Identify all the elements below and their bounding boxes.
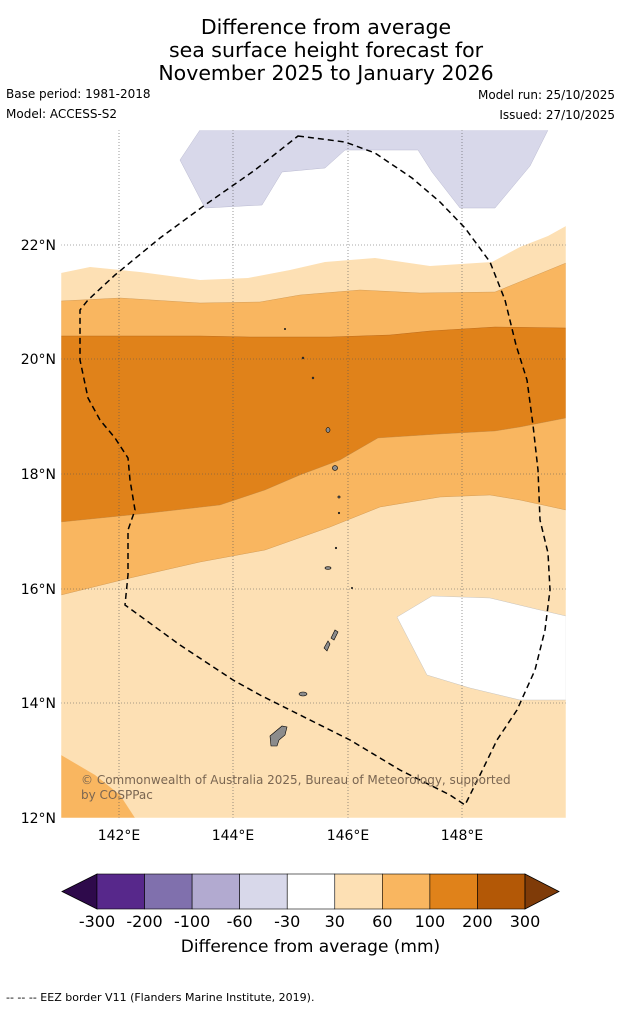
eez-footnote: -- -- -- EEZ border V11 (Flanders Marine… <box>6 991 315 1004</box>
title-line-3: November 2025 to January 2026 <box>158 61 494 85</box>
colorbar-segment <box>144 873 193 910</box>
colorbar-segment <box>477 873 526 910</box>
colorbar-label: Difference from average (mm) <box>180 937 441 957</box>
band-60-100-lower <box>61 417 566 596</box>
colorbar-segment <box>191 873 240 910</box>
island-maug <box>301 356 305 360</box>
lon-axis-labels: 142°E 144°E 146°E 148°E <box>98 828 484 844</box>
island-guam <box>269 725 288 747</box>
title-line-2: sea surface height forecast for <box>168 38 484 62</box>
eez-border <box>79 135 551 807</box>
colorbar-segment <box>382 873 431 910</box>
colorbar-tick-label: 30 <box>325 912 345 931</box>
copyright-note: © Commonwealth of Australia 2025, Bureau… <box>81 773 511 802</box>
issued-date: Issued: 27/10/2025 <box>499 108 615 122</box>
colorbar-segment <box>239 873 288 910</box>
title-line-1: Difference from average <box>200 15 452 39</box>
colorbar-segment <box>96 873 145 910</box>
copyright-line-2: by COSPPac <box>81 788 153 802</box>
colorbar-segment <box>286 873 336 910</box>
lon-label-146e: 146°E <box>327 828 370 844</box>
lat-label-16n: 16°N <box>21 582 56 598</box>
colorbar-tick-label: 300 <box>510 912 541 931</box>
lat-axis-labels: 22°N 20°N 18°N 16°N 14°N 12°N <box>21 238 56 827</box>
island-guguan <box>337 511 341 515</box>
colorbar-segment <box>429 873 478 910</box>
band-60-100-southwest <box>61 755 135 818</box>
lon-label-142e: 142°E <box>98 828 141 844</box>
island-saipan <box>330 629 339 641</box>
base-period: Base period: 1981-2018 <box>6 87 151 101</box>
band-neg30-neg60-top <box>179 130 549 209</box>
colorbar-tick-label: -100 <box>174 912 210 931</box>
map-title: Difference from average sea surface heig… <box>0 16 621 85</box>
lat-label-12n: 12°N <box>21 811 56 827</box>
colorbar-tick-label: -300 <box>79 912 115 931</box>
colorbar-segment <box>334 873 383 910</box>
island-uracas <box>283 327 286 330</box>
island-farallon <box>350 586 353 589</box>
lat-label-18n: 18°N <box>21 467 56 483</box>
island-tinian <box>323 640 331 652</box>
colorbar-tick-label: -30 <box>274 912 300 931</box>
lat-label-22n: 22°N <box>21 238 56 254</box>
lon-label-148e: 148°E <box>441 828 484 844</box>
colorbar-tick-label: -60 <box>227 912 253 931</box>
island-agrihan <box>325 427 331 433</box>
island-sarigan <box>334 546 338 550</box>
island-rota <box>298 691 308 697</box>
band-neutral-south <box>396 595 566 701</box>
colorbar-tick-label: -200 <box>126 912 162 931</box>
island-pagan <box>332 465 338 471</box>
colorbar-tick-label: 200 <box>462 912 493 931</box>
island-alamagan <box>337 495 341 499</box>
lat-label-14n: 14°N <box>21 696 56 712</box>
grid-lines <box>61 130 566 818</box>
model-run: Model run: 25/10/2025 <box>477 88 615 102</box>
colorbar-extend-high <box>524 873 560 910</box>
colorbar-tick-label: 100 <box>415 912 446 931</box>
colorbar: -300 -200 -100 -60 -30 30 60 100 200 300 <box>61 873 560 931</box>
map-area <box>61 130 566 818</box>
map-frame <box>60 129 567 819</box>
colorbar-extend-low <box>61 873 98 910</box>
lon-label-144e: 144°E <box>212 828 255 844</box>
island-anatahan <box>324 566 332 570</box>
model-name: Model: ACCESS-S2 <box>6 107 118 121</box>
colorbar-tick-label: 60 <box>372 912 392 931</box>
lat-label-20n: 20°N <box>21 352 56 368</box>
islands <box>269 327 353 747</box>
island-asuncion <box>311 376 315 380</box>
copyright-line-1: © Commonwealth of Australia 2025, Bureau… <box>81 773 511 787</box>
